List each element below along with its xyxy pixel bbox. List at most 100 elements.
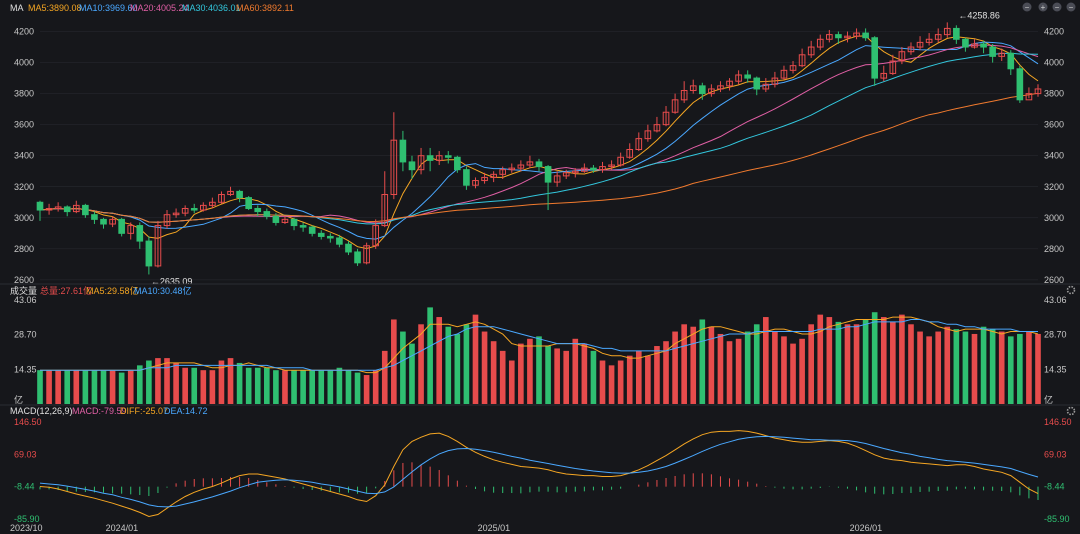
volume-bar <box>826 317 833 404</box>
zoom-out-button[interactable]: − <box>1052 2 1062 13</box>
price-annotations: ←2635.09 ←4258.86 <box>151 10 1000 286</box>
candle-body <box>698 85 706 95</box>
price-label: MA <box>10 3 24 13</box>
volume-bar <box>218 360 225 404</box>
volume-bar <box>463 324 470 404</box>
candle <box>299 222 307 232</box>
window-controls: − + − − <box>1022 2 1076 13</box>
macd-dea-line <box>39 435 1039 508</box>
candle <box>281 216 289 225</box>
candle <box>544 165 552 211</box>
candle <box>698 82 706 100</box>
volume-ma5-line <box>40 316 1039 374</box>
volume-total-legend: 总量:27.61亿 <box>40 285 92 296</box>
candle-body <box>472 180 479 186</box>
volume-bar <box>808 324 814 404</box>
ma30-legend: MA30:4036.01 <box>182 3 241 13</box>
candle-body <box>798 54 806 67</box>
candle-body <box>390 139 398 196</box>
candle <box>1025 87 1033 101</box>
price-tick-label: 3200 <box>14 182 34 192</box>
volume-bar <box>436 317 443 404</box>
candle-body <box>680 90 688 101</box>
volume-bar <box>935 331 942 404</box>
candle <box>463 166 470 190</box>
volume-bar <box>899 314 905 404</box>
candle-body <box>653 124 661 132</box>
candle-body <box>971 43 978 48</box>
candle <box>816 34 824 51</box>
candle <box>363 242 370 265</box>
volume-bar <box>227 358 234 404</box>
candle <box>680 81 688 103</box>
price-tick-label: 3400 <box>14 151 34 161</box>
candle-body <box>717 85 724 90</box>
candle-body <box>72 204 80 213</box>
volume-bar <box>953 329 960 404</box>
price-tick-label-right: 4200 <box>1044 27 1064 37</box>
collapse-button[interactable]: − <box>1022 2 1032 13</box>
candle-body <box>517 164 525 169</box>
candle-body <box>590 167 597 171</box>
volume-settings-button[interactable] <box>1066 285 1076 295</box>
volume-bar <box>645 355 651 404</box>
volume-bar <box>354 372 361 404</box>
candle <box>254 205 262 217</box>
candle-body <box>662 111 670 126</box>
volume-bar <box>336 367 343 404</box>
candle-body <box>145 240 153 267</box>
candle <box>444 151 452 164</box>
volume-bar <box>989 329 996 404</box>
candle <box>190 203 198 214</box>
candle <box>889 54 897 75</box>
candle-body <box>916 41 924 48</box>
volume-bar <box>136 365 143 404</box>
candle <box>490 171 497 183</box>
volume-bar <box>454 333 461 404</box>
volume-bar <box>309 370 315 404</box>
candle <box>953 25 960 44</box>
volume-bar <box>672 331 678 404</box>
volume-bar <box>146 360 152 404</box>
candle-body <box>136 225 144 242</box>
volume-bars <box>37 307 1041 404</box>
candle <box>562 169 570 179</box>
candle-body <box>844 35 851 39</box>
candle-body <box>236 190 243 199</box>
candle-body <box>826 34 833 40</box>
candle <box>499 166 507 179</box>
candle <box>662 106 670 127</box>
diff-value-legend: DIFF:-25.07 <box>120 406 168 416</box>
volume-bar <box>753 324 760 404</box>
candle-body <box>762 83 770 90</box>
volume-bar <box>109 370 116 404</box>
candle <box>290 217 298 231</box>
candle-body <box>345 243 352 253</box>
price-tick-label: 2600 <box>14 275 34 285</box>
dea-value-legend: DEA:14.72 <box>164 406 208 416</box>
candle-body <box>789 65 797 71</box>
volume-bar <box>91 370 98 404</box>
volume-bar <box>418 324 424 404</box>
macd-settings-button[interactable] <box>1066 406 1076 416</box>
candle <box>181 205 189 217</box>
candle <box>336 234 343 248</box>
time-tick-label: 2024/01 <box>106 523 139 533</box>
volume-bar <box>717 333 724 404</box>
close-panel-button[interactable]: − <box>1066 2 1076 13</box>
candle-body <box>454 156 461 171</box>
candle-body <box>535 161 543 168</box>
price-panel-header: MA MA5:3890.08 MA10:3969.60 MA20:4005.24… <box>10 3 294 13</box>
candle <box>372 219 380 249</box>
candle <box>399 130 407 172</box>
price-tick-label-right: 2800 <box>1044 244 1064 254</box>
ma60-line <box>39 92 1039 223</box>
candle-body <box>399 139 407 163</box>
volume-bar <box>191 367 198 404</box>
candle-body <box>109 218 116 225</box>
candle-body <box>290 218 298 227</box>
candle <box>236 189 243 203</box>
macd-lines <box>39 430 1039 518</box>
volume-bar <box>300 370 306 404</box>
zoom-in-button[interactable]: + <box>1038 2 1048 13</box>
